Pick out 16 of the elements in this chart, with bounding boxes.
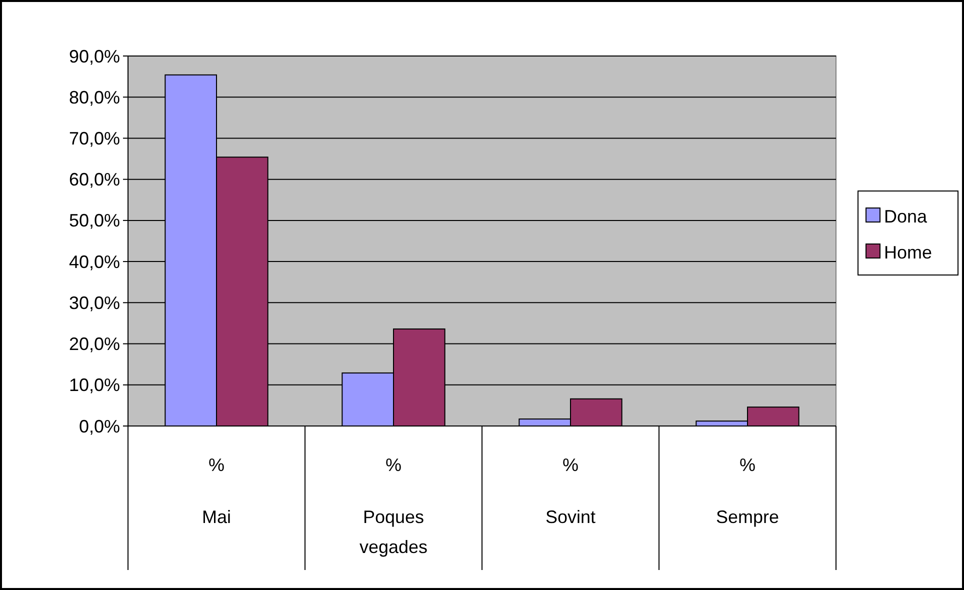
y-tick-label: 90,0% <box>68 46 120 66</box>
y-tick-label: 20,0% <box>68 334 120 354</box>
y-tick-label: 0,0% <box>78 416 120 436</box>
y-tick-label: 40,0% <box>68 252 120 272</box>
y-tick-label: 60,0% <box>68 170 120 190</box>
y-tick-label: 10,0% <box>68 375 120 396</box>
category-label: % Poques vegades <box>359 455 428 557</box>
legend-label: Home <box>884 242 932 262</box>
legend-label: Dona <box>884 206 928 226</box>
category-label: % Sempre <box>716 455 780 527</box>
y-tick-label: 30,0% <box>68 292 120 313</box>
y-tick-label: 70,0% <box>68 128 120 149</box>
category-label: % Sovint <box>545 455 596 527</box>
y-tick-label: 80,0% <box>68 87 120 108</box>
y-tick-label: 50,0% <box>68 210 120 231</box>
category-label: % Mai <box>202 455 232 527</box>
